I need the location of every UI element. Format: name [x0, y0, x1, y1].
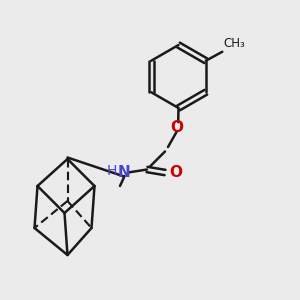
Text: H: H	[106, 164, 117, 178]
Text: CH₃: CH₃	[224, 37, 245, 50]
Text: N: N	[118, 165, 131, 180]
Text: O: O	[170, 120, 184, 135]
Text: O: O	[169, 165, 182, 180]
